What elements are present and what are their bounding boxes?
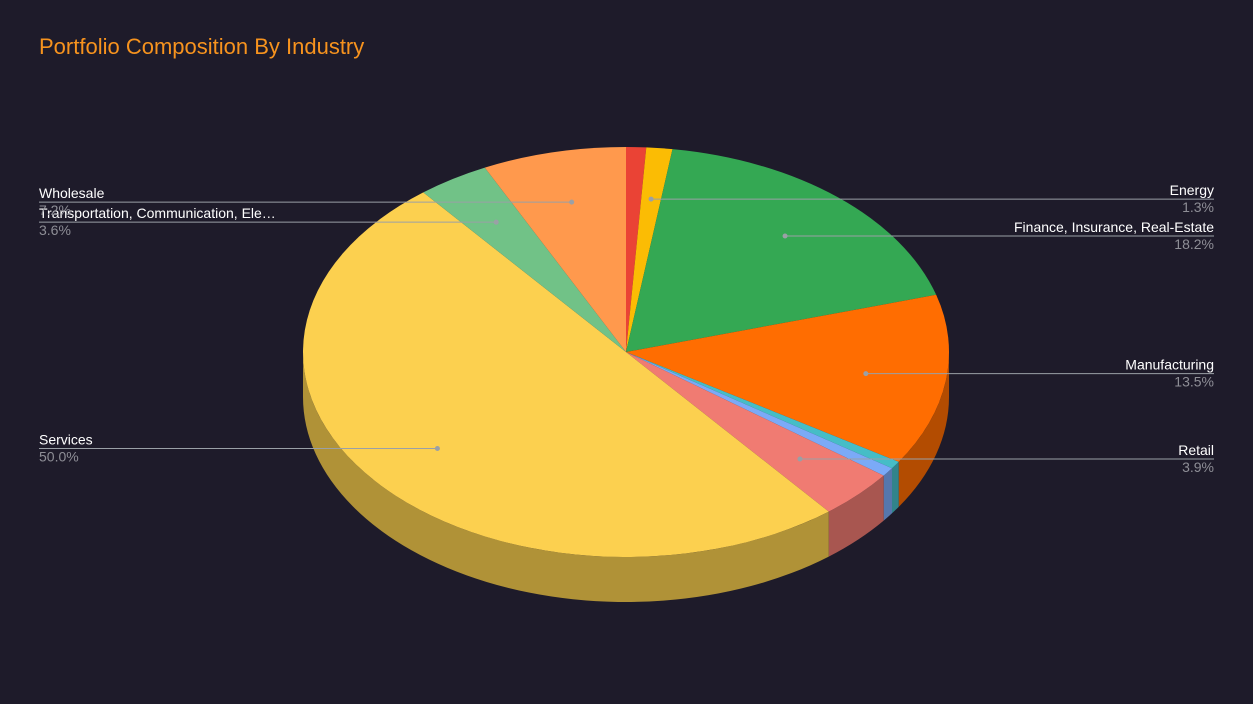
slice-side — [303, 352, 829, 602]
pie-sides — [303, 352, 949, 602]
slice — [626, 147, 673, 352]
slice — [626, 352, 899, 469]
leader-dot — [863, 371, 869, 377]
slice-value-label: 18.2% — [1174, 236, 1214, 252]
pie-tops — [302, 147, 949, 557]
slice-label: Transportation, Communication, Ele… — [39, 205, 276, 221]
chart-title: Portfolio Composition By Industry — [39, 34, 364, 59]
slice-side — [898, 352, 949, 507]
slice-value-label: 13.5% — [1174, 374, 1214, 390]
slice-value-label: 7.2% — [39, 202, 71, 218]
slice-value-label: 50.0% — [39, 449, 79, 465]
slice — [626, 149, 937, 352]
slice-label: Services — [39, 432, 93, 448]
slice-side — [828, 475, 884, 557]
slice-label: Finance, Insurance, Real-Estate — [1014, 219, 1214, 235]
slice-value-label: 1.3% — [1182, 199, 1214, 215]
slice-label: Wholesale — [39, 185, 105, 201]
slice — [626, 294, 949, 462]
leader-dot — [797, 456, 803, 462]
slice-value-label: 3.6% — [39, 222, 71, 238]
slice — [423, 167, 626, 352]
slice-side — [883, 468, 893, 521]
slice-label: Energy — [1170, 182, 1214, 198]
leader-dot — [434, 446, 440, 452]
slice — [626, 352, 893, 476]
slice-label: Manufacturing — [1125, 357, 1214, 373]
slice — [484, 147, 626, 352]
slice — [626, 147, 647, 352]
leader-dot — [648, 196, 654, 202]
leader-dot — [782, 233, 788, 239]
slice-value-label: 3.9% — [1182, 459, 1214, 475]
leader-dot — [569, 199, 575, 205]
slice-side — [892, 461, 899, 514]
slice — [626, 352, 884, 512]
leader-dot — [493, 219, 499, 225]
slice-label: Retail — [1178, 442, 1214, 458]
slice — [302, 192, 829, 557]
